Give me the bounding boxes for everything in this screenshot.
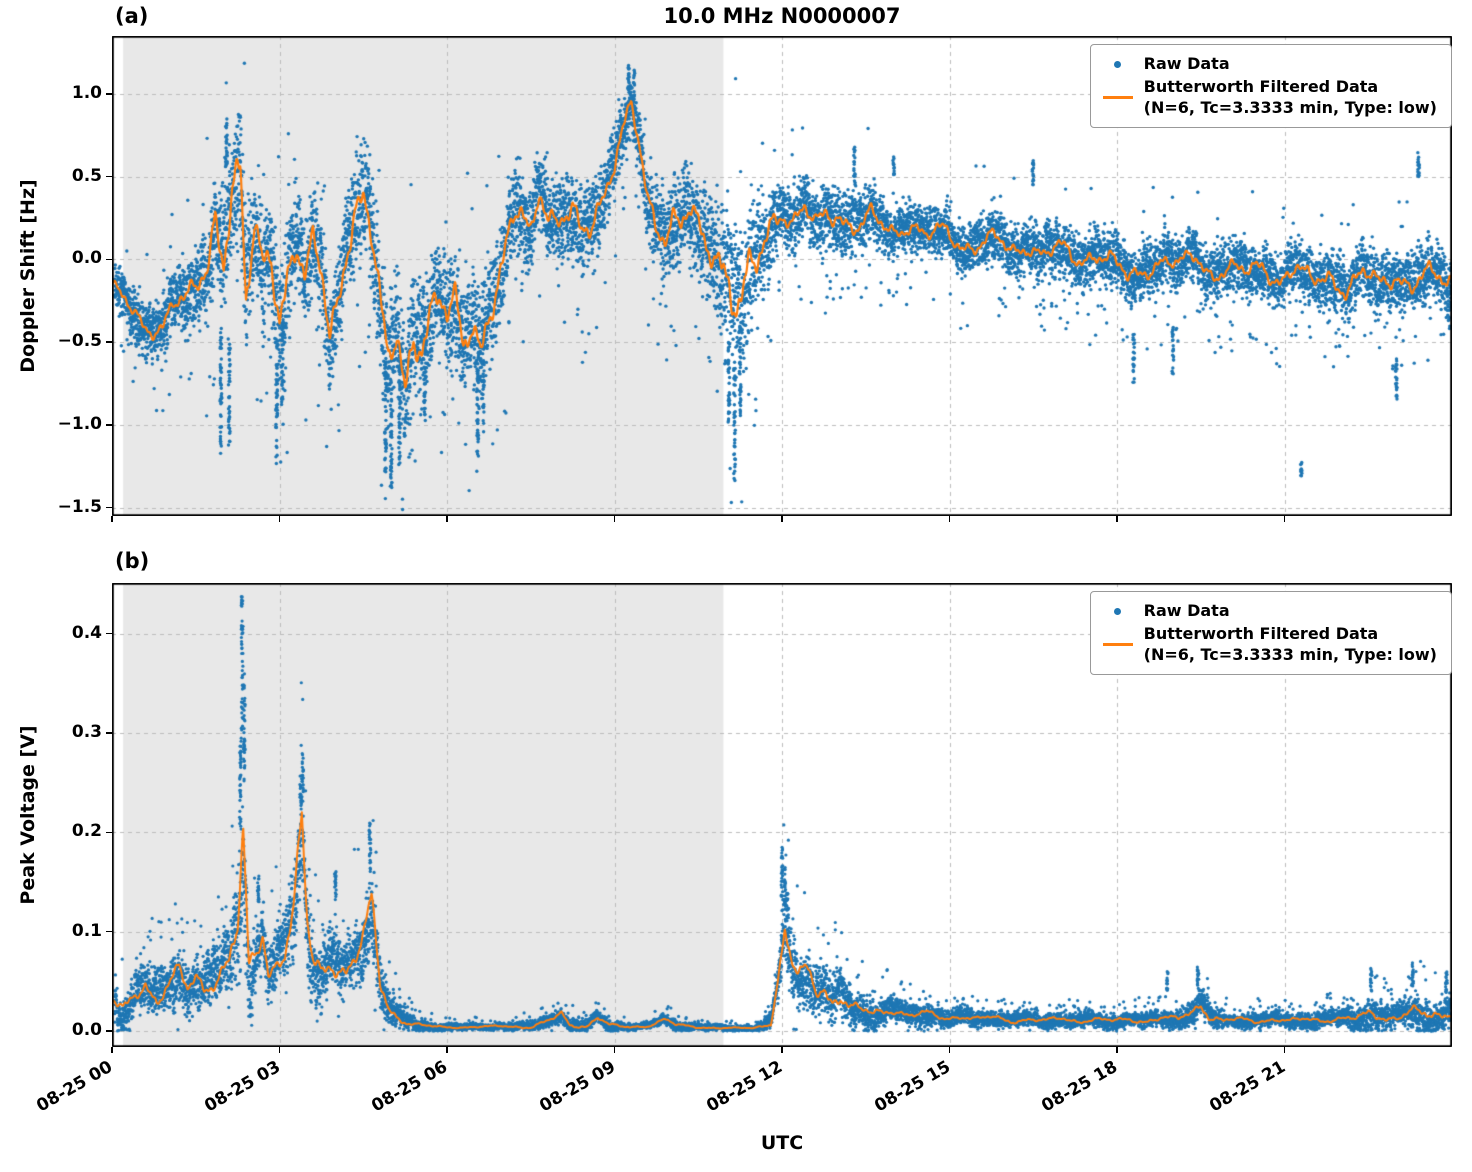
legend-filtered-sublabel: (N=6, Tc=3.3333 min, Type: low): [1143, 97, 1437, 117]
y-tick-label: −0.5: [57, 331, 102, 352]
legend-filtered-label: Butterworth Filtered Data: [1143, 76, 1379, 96]
legend-entry-filtered: Butterworth Filtered Data (N=6, Tc=3.3333…: [1101, 624, 1437, 666]
legend-panel-a: Raw Data Butterworth Filtered Data (N=6, …: [1089, 44, 1452, 129]
chart-title: 10.0 MHz N0000007: [663, 4, 901, 28]
y-tick-label: −1.5: [57, 496, 102, 517]
x-tick-label: 08-25 15: [870, 1057, 954, 1117]
x-tick-label: 08-25 21: [1205, 1057, 1289, 1117]
y-tick-label: 0.5: [71, 165, 102, 186]
legend-panel-b: Raw Data Butterworth Filtered Data (N=6, …: [1089, 591, 1452, 676]
legend-raw-label: Raw Data: [1143, 54, 1230, 73]
x-tick-mark: [1283, 1047, 1286, 1053]
x-tick-label: 08-25 00: [33, 1057, 116, 1117]
y-tick-label: 0.3: [71, 722, 102, 743]
y-axis-label-doppler: Doppler Shift [Hz]: [17, 179, 39, 373]
y-tick-label: −1.0: [57, 413, 102, 434]
x-axis-label: UTC: [760, 1132, 804, 1154]
y-tick-mark: [106, 1030, 112, 1032]
y-tick-mark: [106, 341, 112, 343]
x-tick-mark: [446, 1047, 448, 1053]
panel-b-tag: (b): [115, 549, 150, 573]
y-tick-label: 0.0: [71, 248, 102, 269]
x-tick-mark: [781, 516, 783, 522]
panel-a-tag: (a): [115, 4, 149, 28]
legend-entry-filtered: Butterworth Filtered Data (N=6, Tc=3.3333…: [1101, 77, 1437, 119]
raw-data-marker-icon: [1114, 607, 1122, 615]
x-tick-mark: [781, 1047, 783, 1053]
legend-entry-raw: Raw Data: [1101, 54, 1437, 75]
y-tick-mark: [106, 175, 112, 178]
x-tick-mark: [446, 516, 448, 522]
y-tick-mark: [106, 93, 112, 95]
x-tick-mark: [613, 516, 616, 522]
x-tick-label: 08-25 06: [368, 1057, 451, 1117]
x-tick-mark: [278, 1047, 281, 1053]
legend-filtered-sublabel: (N=6, Tc=3.3333 min, Type: low): [1143, 644, 1437, 664]
y-tick-mark: [106, 732, 112, 734]
x-tick-mark: [1116, 516, 1118, 522]
x-tick-mark: [1116, 1047, 1118, 1053]
x-tick-mark: [1283, 516, 1286, 522]
y-tick-mark: [106, 258, 112, 261]
x-tick-mark: [948, 1047, 951, 1053]
x-tick-label: 08-25 12: [703, 1057, 786, 1117]
y-axis-label-voltage: Peak Voltage [V]: [17, 725, 39, 905]
y-tick-mark: [106, 930, 112, 933]
x-tick-mark: [948, 516, 951, 522]
y-tick-label: 0.0: [71, 1020, 102, 1041]
x-tick-label: 08-25 03: [200, 1057, 284, 1117]
x-tick-mark: [111, 516, 113, 522]
filtered-line-marker-icon: [1102, 643, 1133, 647]
y-tick-mark: [106, 506, 112, 509]
x-tick-label: 08-25 18: [1038, 1057, 1121, 1117]
y-tick-label: 0.1: [71, 920, 102, 941]
x-tick-mark: [111, 1047, 113, 1053]
x-tick-mark: [278, 516, 281, 522]
legend-entry-raw: Raw Data: [1101, 601, 1437, 622]
y-tick-label: 0.2: [71, 821, 102, 842]
y-tick-label: 1.0: [71, 82, 102, 103]
y-tick-mark: [106, 831, 112, 834]
x-tick-mark: [613, 1047, 616, 1053]
y-tick-label: 0.4: [71, 622, 102, 643]
legend-filtered-label: Butterworth Filtered Data: [1143, 623, 1379, 643]
x-tick-label: 08-25 09: [535, 1057, 619, 1117]
y-tick-mark: [106, 632, 112, 635]
filtered-line-marker-icon: [1102, 96, 1133, 100]
y-tick-mark: [106, 424, 112, 426]
raw-data-marker-icon: [1114, 60, 1122, 68]
legend-raw-label: Raw Data: [1143, 601, 1230, 620]
